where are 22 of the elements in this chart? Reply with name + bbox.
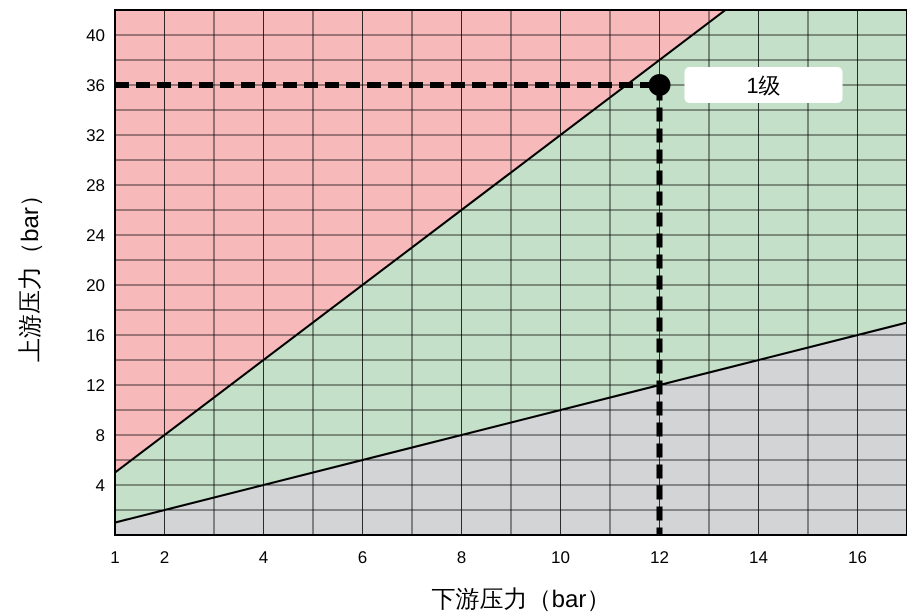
x-tick-label: 1 <box>110 548 120 567</box>
x-tick-label: 10 <box>551 548 570 567</box>
x-axis-title: 下游压力（bar） <box>432 586 610 613</box>
y-tick-label: 16 <box>86 326 105 345</box>
y-tick-label: 32 <box>86 126 105 145</box>
y-tick-label: 24 <box>86 226 105 245</box>
x-tick-label: 16 <box>848 548 867 567</box>
x-tick-label: 14 <box>749 548 768 567</box>
x-tick-label: 4 <box>258 548 268 567</box>
x-tick-label: 8 <box>456 548 466 567</box>
y-tick-label: 12 <box>86 376 105 395</box>
x-tick-label: 2 <box>160 548 170 567</box>
y-tick-label: 4 <box>96 476 105 495</box>
y-tick-label: 40 <box>86 26 105 45</box>
y-tick-label: 28 <box>86 176 105 195</box>
annotation: 1级 <box>746 73 781 98</box>
y-axis-title: 上游压力（bar） <box>17 183 44 362</box>
x-tick-label: 12 <box>650 548 669 567</box>
y-tick-label: 20 <box>86 276 105 295</box>
y-tick-label: 8 <box>96 426 105 445</box>
x-tick-label: 6 <box>358 548 368 567</box>
y-tick-label: 36 <box>86 76 105 95</box>
